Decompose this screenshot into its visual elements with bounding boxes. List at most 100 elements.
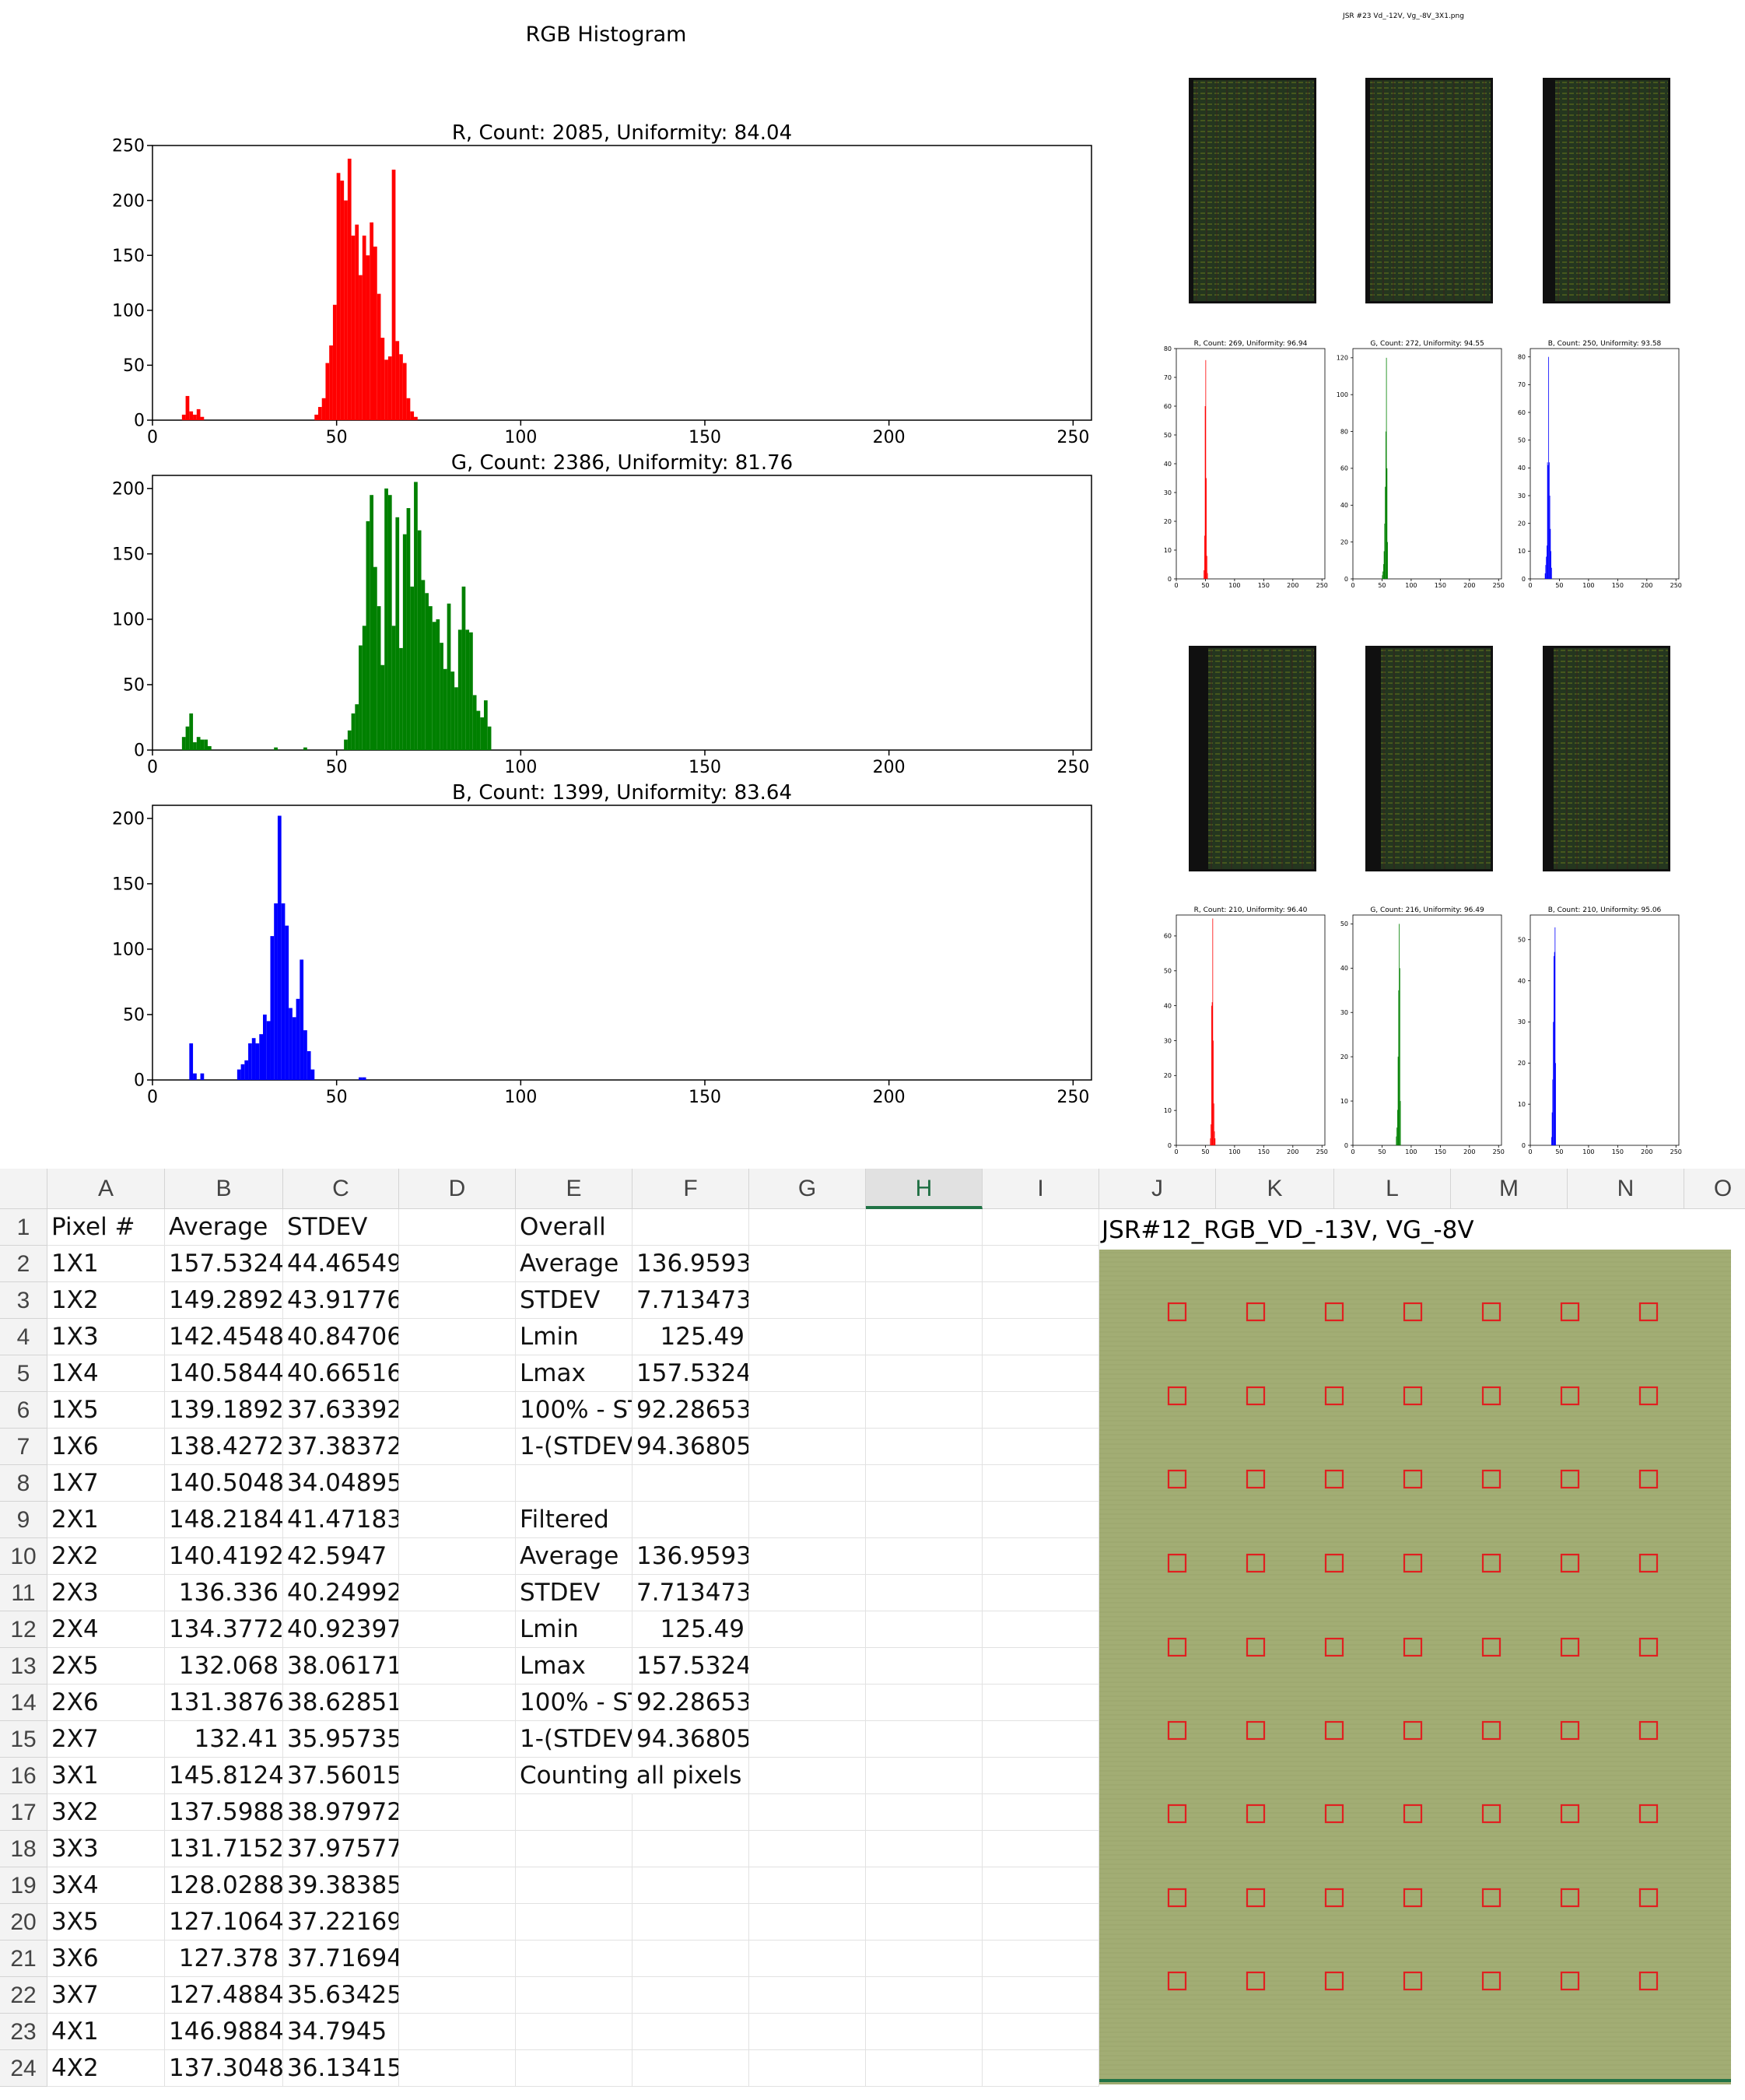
cell[interactable] [749, 1575, 866, 1611]
cell[interactable] [983, 1685, 1099, 1721]
cell[interactable] [866, 1319, 983, 1355]
cell[interactable] [749, 1794, 866, 1831]
row-header[interactable]: 16 [0, 1758, 47, 1794]
column-header-b[interactable]: B [165, 1169, 283, 1209]
cell[interactable] [983, 1246, 1099, 1282]
cell[interactable] [399, 1246, 516, 1282]
cell[interactable]: 132.41 [165, 1721, 283, 1758]
cell[interactable]: 1-(STDEV/ [516, 1721, 632, 1758]
cell[interactable] [632, 1502, 749, 1538]
cell[interactable]: 1X3 [47, 1319, 165, 1355]
cell[interactable]: Lmin [516, 1611, 632, 1648]
cell[interactable] [866, 1575, 983, 1611]
cell[interactable] [866, 1867, 983, 1904]
row-header[interactable]: 8 [0, 1465, 47, 1502]
cell[interactable] [866, 1758, 983, 1794]
cell[interactable] [399, 2014, 516, 2050]
row-header[interactable]: 21 [0, 1940, 47, 1977]
cell[interactable] [983, 1502, 1099, 1538]
column-header-j[interactable]: J [1099, 1169, 1216, 1209]
cell[interactable] [516, 2014, 632, 2050]
cell[interactable]: 3X7 [47, 1977, 165, 2014]
cell[interactable]: 3X5 [47, 1904, 165, 1940]
row-header[interactable]: 14 [0, 1685, 47, 1721]
cell[interactable]: 2X4 [47, 1611, 165, 1648]
row-header[interactable]: 12 [0, 1611, 47, 1648]
cell[interactable] [399, 1575, 516, 1611]
cell[interactable] [749, 1831, 866, 1867]
cell[interactable]: STDEV [516, 1575, 632, 1611]
row-header[interactable]: 17 [0, 1794, 47, 1831]
column-header-e[interactable]: E [516, 1169, 632, 1209]
cell[interactable]: Lmax [516, 1355, 632, 1392]
cell[interactable] [749, 1429, 866, 1465]
cell[interactable] [749, 1758, 866, 1794]
cell[interactable] [983, 1611, 1099, 1648]
cell[interactable] [399, 1502, 516, 1538]
cell[interactable]: 1X7 [47, 1465, 165, 1502]
cell[interactable]: 131.3876 [165, 1685, 283, 1721]
column-header-c[interactable]: C [283, 1169, 399, 1209]
cell[interactable]: 94.36805 [632, 1721, 749, 1758]
cell[interactable] [399, 1940, 516, 1977]
row-header[interactable]: 5 [0, 1355, 47, 1392]
column-header-d[interactable]: D [399, 1169, 516, 1209]
row-header[interactable]: 23 [0, 2014, 47, 2050]
cell[interactable]: Average [516, 1538, 632, 1575]
cell[interactable]: 3X6 [47, 1940, 165, 1977]
cell[interactable] [516, 1465, 632, 1502]
cell[interactable]: Filtered [516, 1502, 632, 1538]
cell[interactable] [399, 1977, 516, 2014]
cell[interactable]: 138.4272 [165, 1429, 283, 1465]
cell[interactable] [749, 2050, 866, 2087]
cell[interactable] [399, 1758, 516, 1794]
row-header[interactable]: 11 [0, 1575, 47, 1611]
cell[interactable] [632, 1904, 749, 1940]
cell[interactable]: 3X2 [47, 1794, 165, 1831]
cell[interactable]: 38.06171 [283, 1648, 399, 1685]
cell[interactable] [399, 1611, 516, 1648]
row-header[interactable]: 15 [0, 1721, 47, 1758]
cell[interactable]: 1X5 [47, 1392, 165, 1429]
cell[interactable] [632, 2050, 749, 2087]
cell[interactable]: 44.46549 [283, 1246, 399, 1282]
column-header-k[interactable]: K [1216, 1169, 1334, 1209]
cell[interactable]: 139.1892 [165, 1392, 283, 1429]
cell[interactable]: STDEV [283, 1209, 399, 1246]
cell[interactable] [866, 1246, 983, 1282]
cell[interactable]: 92.28653 [632, 1685, 749, 1721]
cell[interactable]: 157.5324 [632, 1355, 749, 1392]
cell[interactable] [983, 1940, 1099, 1977]
cell[interactable] [749, 1319, 866, 1355]
cell[interactable]: 2X3 [47, 1575, 165, 1611]
cell[interactable] [749, 1721, 866, 1758]
cell[interactable]: 42.5947 [283, 1538, 399, 1575]
cell[interactable]: Average [165, 1209, 283, 1246]
cell[interactable]: 1-(STDEV/ [516, 1429, 632, 1465]
cell[interactable] [399, 1685, 516, 1721]
cell[interactable]: Lmax [516, 1648, 632, 1685]
cell[interactable]: 134.3772 [165, 1611, 283, 1648]
cell[interactable] [516, 2050, 632, 2087]
column-header-a[interactable]: A [47, 1169, 165, 1209]
cell[interactable]: 1X6 [47, 1429, 165, 1465]
cell[interactable]: 128.0288 [165, 1867, 283, 1904]
cell[interactable]: 37.97577 [283, 1831, 399, 1867]
cell[interactable]: 34.04895 [283, 1465, 399, 1502]
cell[interactable] [749, 1465, 866, 1502]
cell[interactable] [983, 1209, 1099, 1246]
cell[interactable]: 40.92397 [283, 1611, 399, 1648]
cell[interactable] [399, 1721, 516, 1758]
cell[interactable]: 145.8124 [165, 1758, 283, 1794]
cell[interactable] [632, 1977, 749, 2014]
cell[interactable] [399, 1209, 516, 1246]
cell[interactable] [749, 2014, 866, 2050]
cell[interactable] [983, 1538, 1099, 1575]
cell[interactable]: 137.5988 [165, 1794, 283, 1831]
cell[interactable] [749, 1685, 866, 1721]
cell[interactable]: 140.4192 [165, 1538, 283, 1575]
cell[interactable] [866, 1355, 983, 1392]
cell[interactable] [983, 1355, 1099, 1392]
cell[interactable] [399, 1867, 516, 1904]
cell[interactable] [399, 1465, 516, 1502]
